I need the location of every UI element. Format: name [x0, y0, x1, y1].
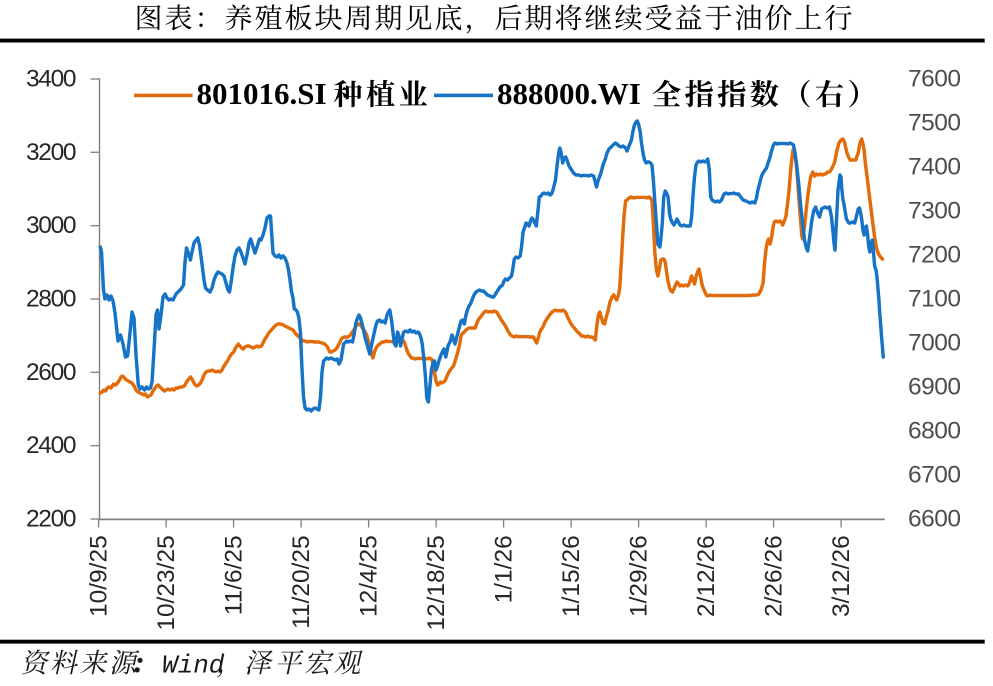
svg-text:2400: 2400 — [26, 432, 77, 459]
svg-text:1/29/26: 1/29/26 — [625, 535, 652, 617]
svg-text:7000: 7000 — [908, 330, 961, 357]
svg-text:2800: 2800 — [26, 286, 77, 313]
svg-text:7600: 7600 — [908, 66, 961, 93]
svg-text:888000.WI: 888000.WI — [497, 76, 641, 111]
svg-text:7100: 7100 — [908, 286, 961, 313]
svg-text:801016.SI: 801016.SI — [197, 76, 327, 111]
svg-text:3400: 3400 — [26, 66, 77, 93]
svg-text:Wind: Wind — [162, 651, 225, 681]
svg-text:6900: 6900 — [908, 374, 961, 401]
svg-text:10/9/25: 10/9/25 — [85, 535, 112, 617]
svg-text:7400: 7400 — [908, 154, 961, 181]
svg-text:6700: 6700 — [908, 462, 961, 489]
svg-text:2600: 2600 — [26, 359, 77, 386]
svg-text:3000: 3000 — [26, 212, 77, 239]
svg-text:1/15/26: 1/15/26 — [558, 535, 585, 617]
svg-text:3200: 3200 — [26, 139, 77, 166]
svg-text:6800: 6800 — [908, 418, 961, 445]
svg-text:11/20/25: 11/20/25 — [288, 535, 315, 629]
svg-text:12/18/25: 12/18/25 — [423, 535, 450, 630]
svg-text:2200: 2200 — [26, 506, 77, 533]
svg-text:6600: 6600 — [908, 506, 961, 533]
svg-text:2/26/26: 2/26/26 — [760, 535, 787, 617]
svg-text:2/12/26: 2/12/26 — [693, 535, 720, 617]
svg-text:7300: 7300 — [908, 198, 961, 225]
svg-text:1/1/26: 1/1/26 — [490, 535, 517, 603]
svg-text:12/4/25: 12/4/25 — [355, 535, 382, 617]
svg-text:10/23/25: 10/23/25 — [153, 535, 180, 630]
svg-text:3/12/26: 3/12/26 — [828, 535, 855, 617]
svg-text:7500: 7500 — [908, 110, 961, 137]
svg-text:7200: 7200 — [908, 242, 961, 269]
svg-text:11/6/25: 11/6/25 — [220, 535, 247, 615]
